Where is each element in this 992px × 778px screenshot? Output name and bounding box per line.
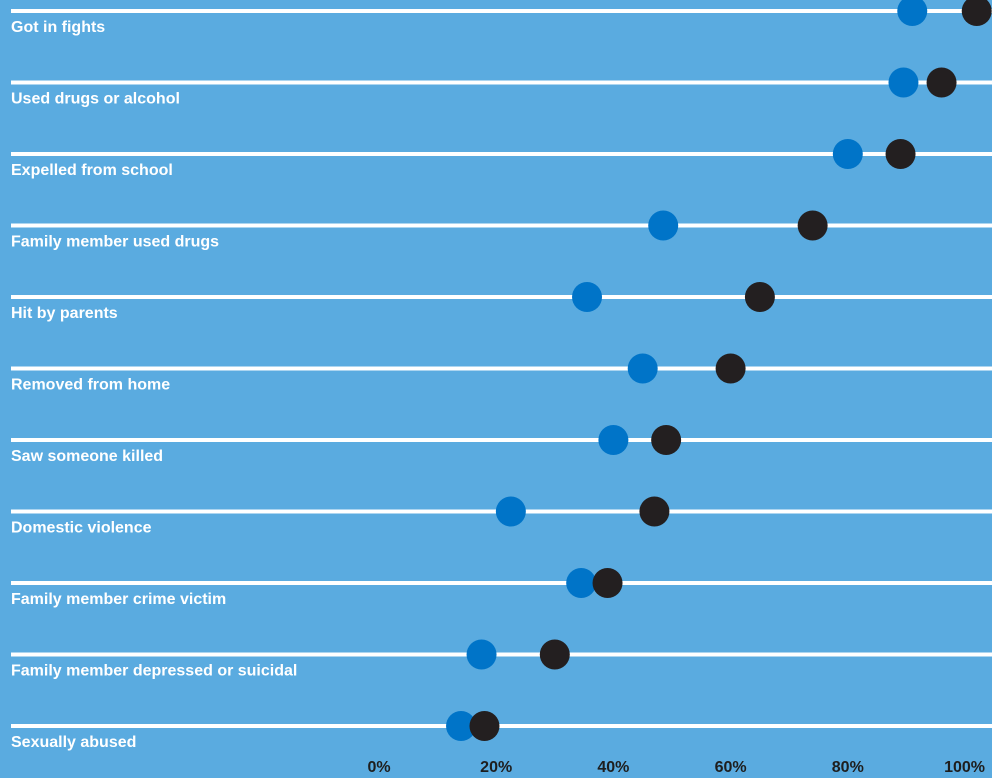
blue-dot — [495, 496, 526, 527]
blue-dot — [566, 568, 597, 598]
row-label: Family member depressed or suicidal — [11, 663, 297, 680]
chart-row: Family member used drugs — [11, 210, 992, 251]
chart-rows: Got in fights Used drugs or alcohol Expell… — [11, 0, 992, 751]
blue-dot — [572, 282, 603, 312]
blue-dot — [888, 67, 919, 98]
row-label: Got in fights — [11, 19, 105, 36]
black-dot — [469, 711, 500, 741]
chart-row: Removed from home — [11, 353, 992, 394]
black-dot — [539, 639, 570, 670]
black-dot — [797, 210, 828, 241]
chart-row: Got in fights — [11, 0, 992, 36]
row-label: Expelled from school — [11, 162, 173, 179]
blue-dot — [897, 0, 928, 26]
x-tick-label: 100% — [944, 759, 985, 776]
blue-dot — [466, 639, 497, 670]
x-tick-label: 40% — [597, 759, 629, 776]
chart-row: Expelled from school — [11, 139, 992, 179]
black-dot — [651, 425, 682, 455]
chart-row: Family member crime victim — [11, 568, 992, 608]
blue-dot — [627, 353, 658, 384]
chart-row: Used drugs or alcohol — [11, 67, 992, 108]
chart-row: Sexually abused — [11, 711, 992, 751]
x-tick-label: 0% — [367, 759, 390, 776]
blue-dot — [446, 711, 477, 741]
row-label: Family member crime victim — [11, 591, 226, 608]
row-label: Family member used drugs — [11, 234, 219, 251]
blue-dot — [648, 210, 679, 241]
x-tick-label: 80% — [832, 759, 864, 776]
row-label: Sexually abused — [11, 734, 136, 751]
black-dot — [715, 353, 746, 384]
row-label: Used drugs or alcohol — [11, 91, 180, 108]
black-dot — [885, 139, 916, 169]
row-label: Hit by parents — [11, 305, 118, 322]
chart-row: Domestic violence — [11, 496, 992, 537]
row-label: Removed from home — [11, 377, 170, 394]
black-dot — [744, 282, 775, 312]
blue-dot — [598, 425, 629, 455]
black-dot — [926, 67, 957, 98]
black-dot — [592, 568, 623, 598]
black-dot — [961, 0, 992, 26]
chart-row: Saw someone killed — [11, 425, 992, 465]
row-label: Domestic violence — [11, 520, 152, 537]
x-axis-ticks: 0% 20% 40% 60% 80% 100% — [367, 759, 985, 776]
black-dot — [639, 496, 670, 527]
blue-dot — [832, 139, 863, 169]
x-tick-label: 60% — [715, 759, 747, 776]
x-tick-label: 20% — [480, 759, 512, 776]
chart-row: Family member depressed or suicidal — [11, 639, 992, 680]
chart-row: Hit by parents — [11, 282, 992, 322]
row-label: Saw someone killed — [11, 448, 163, 465]
